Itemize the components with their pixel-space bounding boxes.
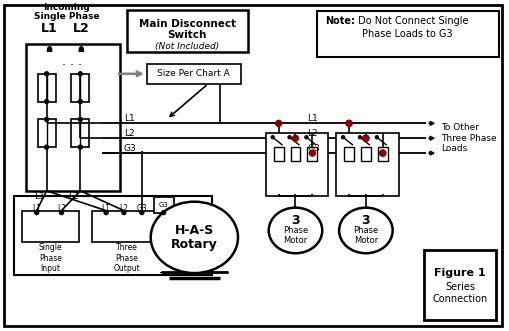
Bar [153, 197, 173, 213]
Circle shape [44, 100, 48, 104]
Text: L2: L2 [68, 192, 78, 201]
Text: Rotary: Rotary [171, 238, 217, 251]
Bar [92, 211, 161, 242]
Text: Switch: Switch [167, 30, 207, 40]
Bar [38, 119, 55, 147]
Bar [38, 74, 55, 102]
Circle shape [346, 120, 351, 126]
Circle shape [78, 100, 82, 104]
Circle shape [288, 136, 291, 139]
Text: G3: G3 [158, 202, 168, 208]
Text: L1: L1 [41, 22, 58, 35]
Text: Series: Series [444, 282, 474, 292]
Text: Three
Phase
Output: Three Phase Output [114, 243, 140, 273]
Text: G3: G3 [136, 204, 147, 213]
Bar [147, 64, 240, 84]
Text: L1: L1 [124, 114, 134, 123]
Bar [71, 74, 89, 102]
Text: 3: 3 [361, 214, 370, 227]
Text: L2: L2 [307, 129, 318, 138]
Circle shape [44, 145, 48, 149]
Circle shape [304, 136, 307, 139]
Bar [344, 147, 353, 161]
Circle shape [362, 135, 368, 141]
Circle shape [379, 150, 385, 156]
Text: Do Not Connect Single: Do Not Connect Single [354, 16, 468, 26]
Text: L2: L2 [73, 22, 90, 35]
Bar [14, 196, 212, 275]
Text: Size Per Chart A: Size Per Chart A [157, 69, 229, 78]
Text: Phase: Phase [353, 226, 378, 235]
Text: Motor: Motor [283, 236, 307, 245]
Text: Single Phase: Single Phase [34, 12, 99, 21]
Bar [71, 119, 89, 147]
Circle shape [44, 118, 48, 121]
Text: L2: L2 [124, 129, 134, 138]
Circle shape [309, 150, 315, 156]
Text: L2: L2 [57, 204, 66, 213]
Text: L1: L1 [101, 204, 110, 213]
Bar [22, 211, 79, 242]
Ellipse shape [151, 202, 238, 273]
Bar [377, 147, 387, 161]
Bar [273, 147, 283, 161]
Bar [317, 11, 498, 57]
Circle shape [271, 136, 274, 139]
Text: Incoming: Incoming [43, 3, 90, 12]
Text: Motor: Motor [353, 236, 377, 245]
Ellipse shape [338, 208, 392, 253]
Circle shape [35, 211, 39, 214]
Circle shape [379, 150, 385, 156]
Circle shape [292, 135, 298, 141]
Circle shape [358, 136, 361, 139]
Circle shape [346, 120, 351, 126]
Bar [265, 133, 328, 196]
Text: L1: L1 [307, 114, 318, 123]
Circle shape [78, 145, 82, 149]
Circle shape [78, 72, 82, 76]
Ellipse shape [268, 208, 322, 253]
Circle shape [139, 211, 144, 214]
Text: L1: L1 [32, 204, 41, 213]
Circle shape [47, 47, 51, 51]
Text: L1: L1 [34, 192, 45, 201]
Text: L2: L2 [119, 204, 128, 213]
Text: Connection: Connection [432, 294, 487, 304]
Bar [26, 44, 120, 191]
Circle shape [60, 211, 63, 214]
Circle shape [44, 72, 48, 76]
Bar [290, 147, 300, 161]
Text: Single
Phase
Input: Single Phase Input [39, 243, 62, 273]
Circle shape [275, 120, 281, 126]
Text: 3: 3 [291, 214, 299, 227]
Text: . . .: . . . [62, 55, 82, 69]
Circle shape [161, 211, 165, 214]
Circle shape [341, 136, 344, 139]
Circle shape [375, 136, 378, 139]
Text: H-A-S: H-A-S [175, 224, 214, 237]
Text: (Not Included): (Not Included) [155, 41, 219, 51]
Circle shape [122, 211, 126, 214]
Bar [360, 147, 370, 161]
Circle shape [362, 135, 368, 141]
Bar [127, 10, 247, 52]
Bar [307, 147, 317, 161]
Text: Main Disconnect: Main Disconnect [138, 19, 236, 29]
Text: Note:: Note: [325, 16, 355, 26]
Circle shape [78, 118, 82, 121]
Text: To Other
Three Phase
Loads: To Other Three Phase Loads [440, 123, 496, 153]
Circle shape [104, 211, 108, 214]
Text: G3: G3 [307, 144, 320, 153]
Bar [423, 250, 495, 320]
Text: Phase: Phase [282, 226, 307, 235]
Text: Phase Loads to G3: Phase Loads to G3 [361, 29, 452, 39]
Bar [335, 133, 398, 196]
Circle shape [79, 47, 83, 51]
Text: Figure 1: Figure 1 [434, 268, 485, 278]
Text: G3: G3 [124, 144, 136, 153]
